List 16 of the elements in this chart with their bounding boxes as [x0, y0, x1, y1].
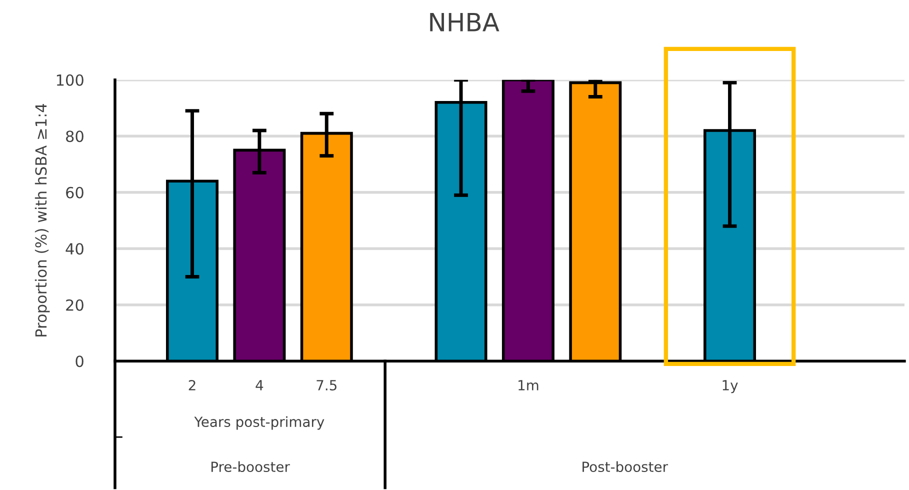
y-tick-label: 40 — [66, 243, 84, 255]
x-tick-label: 4 — [256, 380, 264, 390]
x-tick-label: 1y — [722, 380, 738, 394]
chart-title: NHBA — [430, 13, 500, 32]
y-axis-title: Proportion (%) with hSBA ≥1:4 — [34, 104, 50, 336]
y-tick-label: 0 — [76, 356, 84, 368]
x-axis-title: Years post-primary — [194, 416, 324, 430]
text: Post-booster — [582, 461, 668, 472]
y-tick-label: 60 — [66, 186, 84, 198]
x-tick-label: 1m — [518, 380, 538, 390]
y-tick-label: 80 — [66, 130, 84, 142]
y-tick-label: 20 — [66, 299, 84, 311]
y-tick-label: 100 — [56, 74, 84, 86]
x-tick-label: 7.5 — [316, 380, 336, 390]
x-tick-label: 2 — [188, 380, 196, 390]
text: Pre-booster — [211, 461, 290, 472]
